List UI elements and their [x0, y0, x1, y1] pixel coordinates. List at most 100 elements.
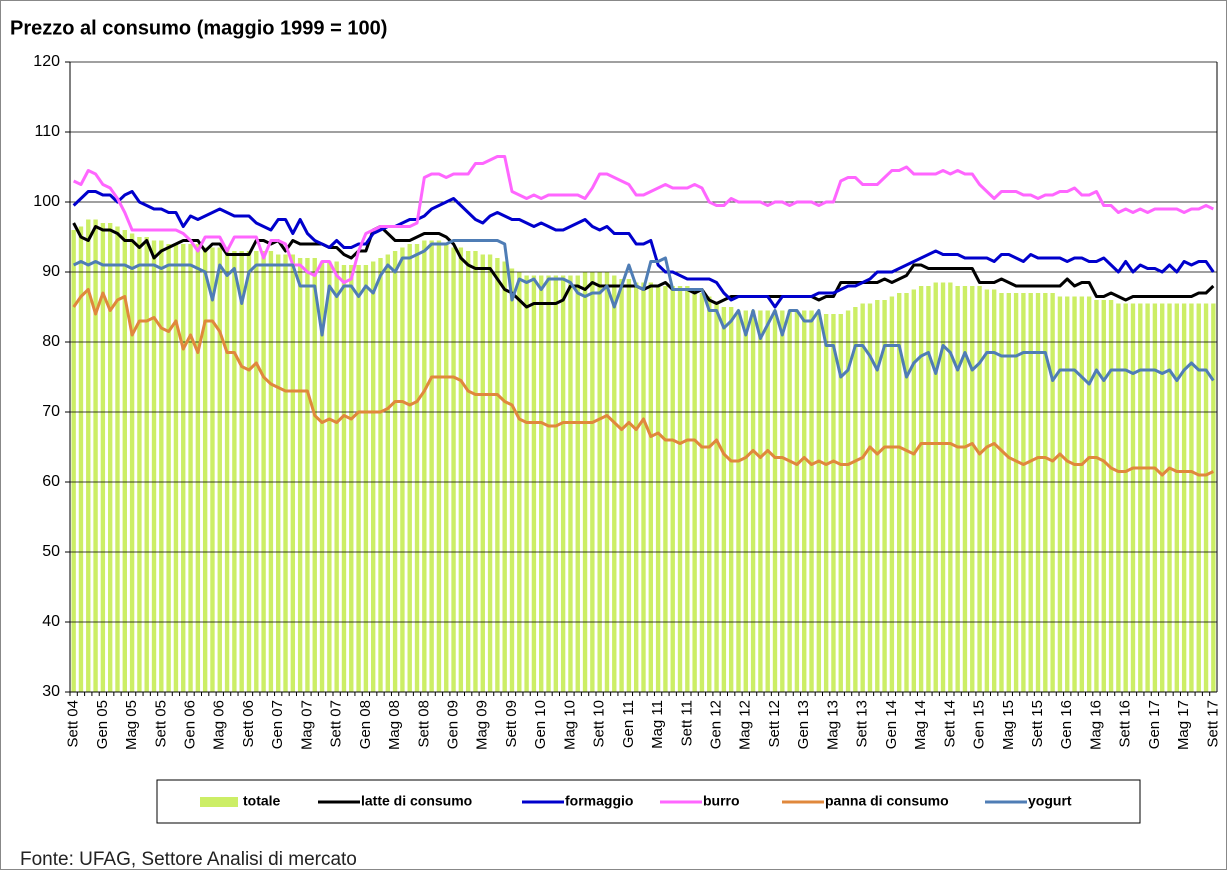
x-tick-label: Sett 05: [152, 700, 169, 748]
bar: [151, 240, 157, 692]
bar: [144, 237, 149, 692]
x-tick-label: Mag 13: [824, 700, 841, 750]
bar: [670, 286, 675, 692]
bar: [268, 251, 274, 692]
bar: [575, 275, 580, 692]
bar: [1145, 303, 1150, 692]
bar: [904, 293, 909, 692]
legend-label: latte di consumo: [361, 793, 472, 809]
x-tick-label: Gen 06: [182, 700, 199, 749]
bar: [422, 240, 427, 692]
bar: [202, 247, 208, 692]
bar: [1189, 303, 1194, 692]
bar: [663, 286, 668, 692]
x-tick-label: Mag 16: [1087, 700, 1104, 750]
x-tick-label: Mag 11: [649, 700, 666, 749]
bar: [1152, 303, 1158, 692]
bar: [1203, 303, 1209, 692]
x-tick-label: Mag 07: [298, 700, 315, 750]
bar: [699, 293, 705, 692]
bar: [370, 261, 376, 692]
x-tick-label: Gen 08: [357, 700, 374, 749]
bar: [122, 230, 127, 692]
bar: [1057, 296, 1063, 692]
y-tick-label: 90: [42, 263, 60, 280]
bar: [378, 258, 383, 692]
bar: [612, 275, 617, 692]
x-tick-label: Sett 12: [766, 700, 783, 748]
bar: [1167, 303, 1172, 692]
y-tick-label: 70: [42, 403, 60, 420]
legend-swatch: [200, 797, 238, 807]
bar: [1028, 293, 1033, 692]
x-tick-label: Mag 17: [1175, 700, 1192, 750]
x-tick-label: Mag 05: [123, 700, 140, 750]
bar: [400, 247, 405, 692]
bar: [232, 251, 237, 692]
bar: [1160, 303, 1165, 692]
bar: [334, 261, 339, 692]
bar: [392, 251, 398, 692]
legend-label: panna di consumo: [825, 793, 949, 809]
x-tick-label: Gen 07: [269, 700, 286, 749]
bar: [568, 275, 573, 692]
bar: [246, 251, 252, 692]
bar: [1072, 296, 1077, 692]
bar: [78, 226, 84, 692]
x-tick-label: Mag 10: [561, 700, 578, 750]
bar: [356, 265, 361, 692]
x-tick-label: Mag 12: [737, 700, 754, 750]
bar: [1211, 303, 1216, 692]
bar: [1013, 293, 1019, 692]
bar: [224, 247, 230, 692]
x-tick-label: Sett 13: [854, 700, 871, 748]
bar: [897, 293, 902, 692]
x-tick-label: Sett 04: [65, 700, 82, 748]
x-tick-label: Gen 12: [708, 700, 725, 749]
bar: [743, 310, 748, 692]
bar: [714, 303, 719, 692]
bar: [100, 223, 106, 692]
bar: [962, 286, 968, 692]
x-tick-label: Sett 11: [678, 700, 695, 746]
line-series: [72, 288, 1214, 477]
bar: [787, 310, 792, 692]
bar: [794, 310, 800, 692]
bar: [217, 247, 222, 692]
bar: [385, 254, 390, 692]
bar: [436, 240, 442, 692]
bar: [1086, 296, 1092, 692]
bar: [181, 244, 186, 692]
line-series: [73, 155, 1214, 284]
bar: [809, 310, 814, 692]
x-tick-label: Gen 09: [445, 700, 462, 749]
y-tick-label: 40: [42, 613, 60, 630]
legend-label: burro: [703, 793, 740, 809]
bar: [319, 261, 325, 692]
y-tick-label: 30: [42, 683, 60, 700]
bar: [991, 289, 997, 692]
bar: [626, 279, 632, 692]
bar: [1079, 296, 1085, 692]
bar: [845, 310, 851, 692]
bar: [254, 251, 259, 692]
bar: [1123, 303, 1128, 692]
bar: [889, 296, 895, 692]
bar: [451, 247, 456, 692]
bar: [1138, 303, 1143, 692]
x-tick-label: Mag 09: [474, 700, 491, 750]
bar: [129, 233, 135, 692]
bar: [816, 314, 822, 692]
bar: [444, 244, 449, 692]
bar: [728, 307, 734, 692]
x-tick-label: Sett 10: [591, 700, 608, 748]
x-tick-label: Sett 09: [503, 700, 520, 748]
bar: [875, 300, 880, 692]
bar: [1196, 303, 1201, 692]
bar: [312, 258, 317, 692]
bar: [137, 237, 142, 692]
y-tick-label: 100: [33, 193, 60, 210]
bar: [349, 265, 354, 692]
x-tick-label: Sett 06: [240, 700, 257, 748]
x-tick-label: Sett 07: [328, 700, 345, 748]
